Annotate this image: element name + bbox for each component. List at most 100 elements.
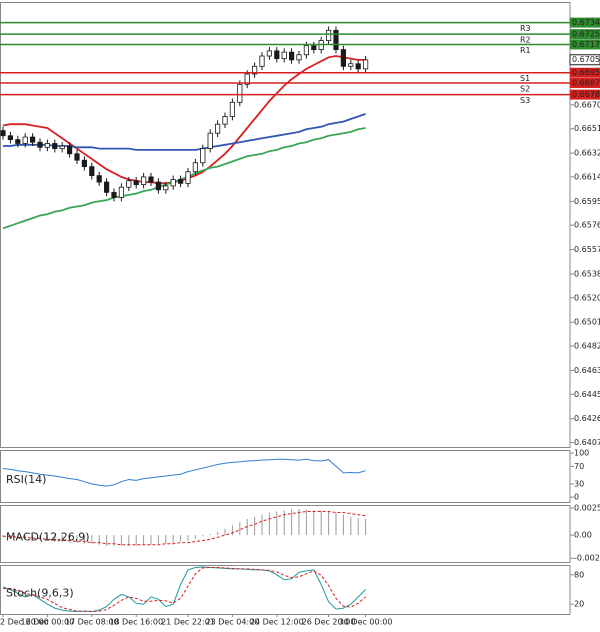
pivot-price-box — [570, 17, 600, 28]
last-price-label: 0.67051 — [572, 55, 600, 64]
pivot-price-label: 0.66950 — [572, 68, 600, 77]
candle-body — [281, 51, 287, 59]
x-tick-label: 18 Dec 16:00 — [109, 618, 163, 627]
x-tick-label: 16 Dec 00:00 — [20, 618, 74, 627]
candle-body — [104, 181, 110, 193]
candle-body — [37, 141, 43, 148]
candle-body — [0, 130, 6, 137]
indicator-line — [3, 567, 366, 613]
indicator-line — [2, 127, 366, 230]
y-tick-label: 0.65575 — [574, 245, 600, 254]
pivot-price-box — [570, 39, 600, 50]
pivot-name: R1 — [520, 46, 531, 55]
candle-body — [148, 176, 154, 183]
indicator-line — [2, 566, 366, 613]
y-tick-label: 0.65385 — [574, 270, 600, 279]
y-tick-label: 80 — [574, 570, 584, 579]
candle-body — [185, 171, 191, 184]
candle-body — [229, 101, 235, 117]
pivot-price-box — [570, 29, 600, 40]
pivot-price-label: 0.67340 — [572, 18, 600, 27]
candle-body — [111, 191, 117, 198]
y-tick-label: 0.64075 — [574, 438, 600, 447]
candle-body — [333, 29, 339, 50]
y-tick-label: 0.65765 — [574, 221, 600, 230]
plot-area — [0, 26, 369, 230]
indicator-line — [2, 55, 366, 185]
candle-body — [259, 55, 265, 67]
candle-body — [288, 51, 295, 61]
candle-body — [362, 59, 369, 70]
x-tick-label: 24 Dec 12:00 — [250, 618, 304, 627]
x-tick-label: 23 Dec 04:00 — [205, 618, 259, 627]
pivot-name: S1 — [520, 74, 530, 83]
pivot-name: R2 — [520, 36, 531, 45]
y-tick-label: 0.66325 — [574, 149, 600, 158]
y-tick-label: 0.66515 — [574, 124, 600, 133]
x-tick-label: 30 Dec 00:00 — [339, 618, 393, 627]
y-tick-label: 0.002524 — [574, 503, 600, 512]
candle-body — [266, 50, 273, 57]
candle-body — [296, 54, 302, 61]
candle-body — [340, 49, 347, 67]
candle-body — [222, 116, 228, 125]
candle-body — [7, 135, 13, 141]
plot-area — [2, 509, 367, 546]
pivot-name: R3 — [520, 24, 531, 33]
panel-title: RSI(14) — [6, 473, 46, 486]
x-tick-label: 2 Dec 20:00 — [0, 618, 49, 627]
last-price-box — [569, 54, 600, 66]
x-tick-label: 21 Dec 22:01 — [161, 618, 215, 627]
candle-body — [207, 132, 213, 150]
candle-body — [214, 123, 221, 134]
y-tick-label: 0.64635 — [574, 366, 600, 375]
pivot-price-box — [570, 78, 600, 89]
pivot-price-box — [570, 67, 600, 78]
candle-body — [163, 185, 169, 191]
pivot-price-label: 0.67250 — [572, 30, 600, 39]
indicator-line — [3, 511, 366, 546]
candle-body — [126, 180, 132, 188]
pivot-price-box — [570, 89, 600, 100]
candle-body — [192, 162, 198, 173]
candle-body — [44, 143, 51, 148]
plot-area — [2, 566, 366, 613]
candle-body — [325, 29, 332, 41]
y-tick-label: 20 — [574, 600, 584, 609]
candle-body — [74, 153, 80, 161]
pivot-name: S2 — [520, 85, 530, 94]
panel-title: Stoch(9,6,3) — [6, 587, 74, 600]
candle-body — [274, 50, 280, 59]
x-tick-label: 26 Dec 20:00 — [302, 618, 356, 627]
candle-body — [89, 166, 95, 177]
y-tick-label: 30 — [574, 479, 584, 488]
indicator-line — [2, 458, 366, 487]
candle-body — [133, 180, 139, 186]
y-tick-label: 70 — [574, 462, 584, 471]
candle-body — [355, 63, 361, 70]
candle-body — [170, 179, 176, 187]
candle-body — [140, 176, 147, 186]
candle-body — [303, 45, 310, 56]
candle-body — [237, 83, 243, 103]
candle-body — [59, 145, 65, 150]
candle-body — [81, 159, 87, 168]
y-tick-label: 0.00 — [574, 531, 592, 540]
pivot-name: S3 — [520, 96, 530, 105]
y-tick-label: 0.64825 — [574, 342, 600, 351]
y-tick-label: -0.00215 — [574, 554, 600, 563]
x-tick-label: 17 Dec 08:00 — [65, 618, 119, 627]
candle-body — [348, 63, 354, 67]
pivot-price-label: 0.67170 — [572, 40, 600, 49]
y-tick-label: 100 — [574, 449, 589, 458]
panel-title: MACD(12,26,9) — [6, 531, 90, 544]
candle-body — [96, 175, 102, 183]
candle-body — [15, 139, 21, 144]
